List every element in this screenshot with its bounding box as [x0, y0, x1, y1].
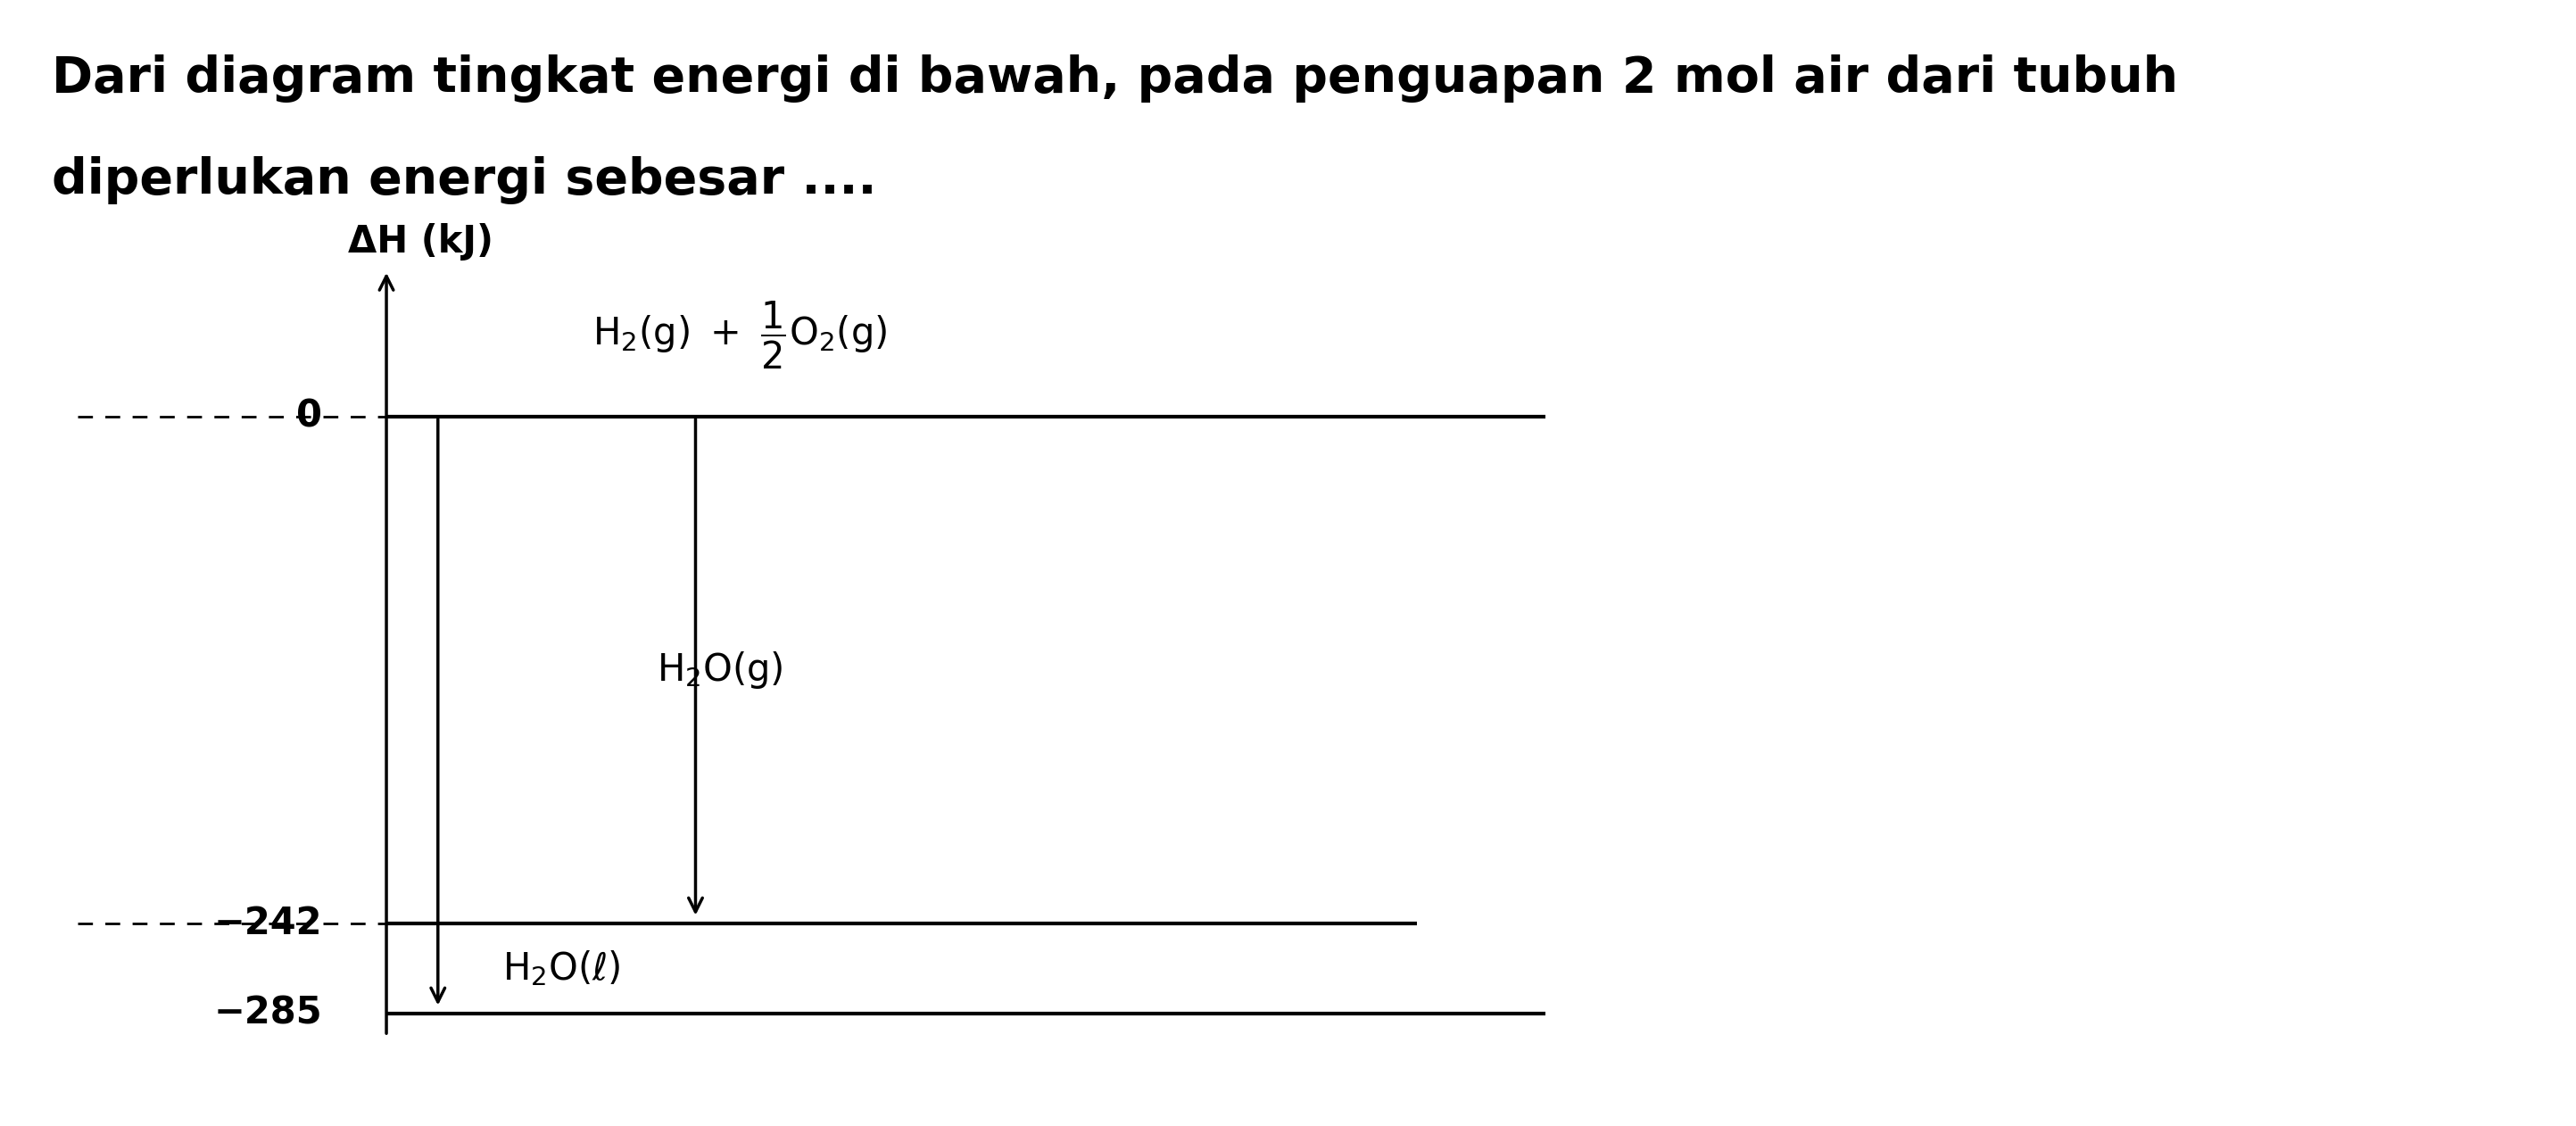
Text: $\mathrm{H_2(g)\ +\ \dfrac{1}{2}O_2(g)}$: $\mathrm{H_2(g)\ +\ \dfrac{1}{2}O_2(g)}$ — [592, 301, 886, 372]
Text: $\mathrm{H_2O(\ell)}$: $\mathrm{H_2O(\ell)}$ — [502, 949, 621, 988]
Text: Dari diagram tingkat energi di bawah, pada penguapan 2 mol air dari tubuh: Dari diagram tingkat energi di bawah, pa… — [52, 55, 2177, 102]
Text: $\mathrm{H_2O(g)}$: $\mathrm{H_2O(g)}$ — [657, 650, 783, 690]
Text: 0: 0 — [296, 397, 322, 436]
Text: diperlukan energi sebesar ....: diperlukan energi sebesar .... — [52, 157, 876, 204]
Text: ΔH (kJ): ΔH (kJ) — [348, 223, 492, 261]
Text: −285: −285 — [214, 994, 322, 1033]
Text: −242: −242 — [214, 904, 322, 942]
